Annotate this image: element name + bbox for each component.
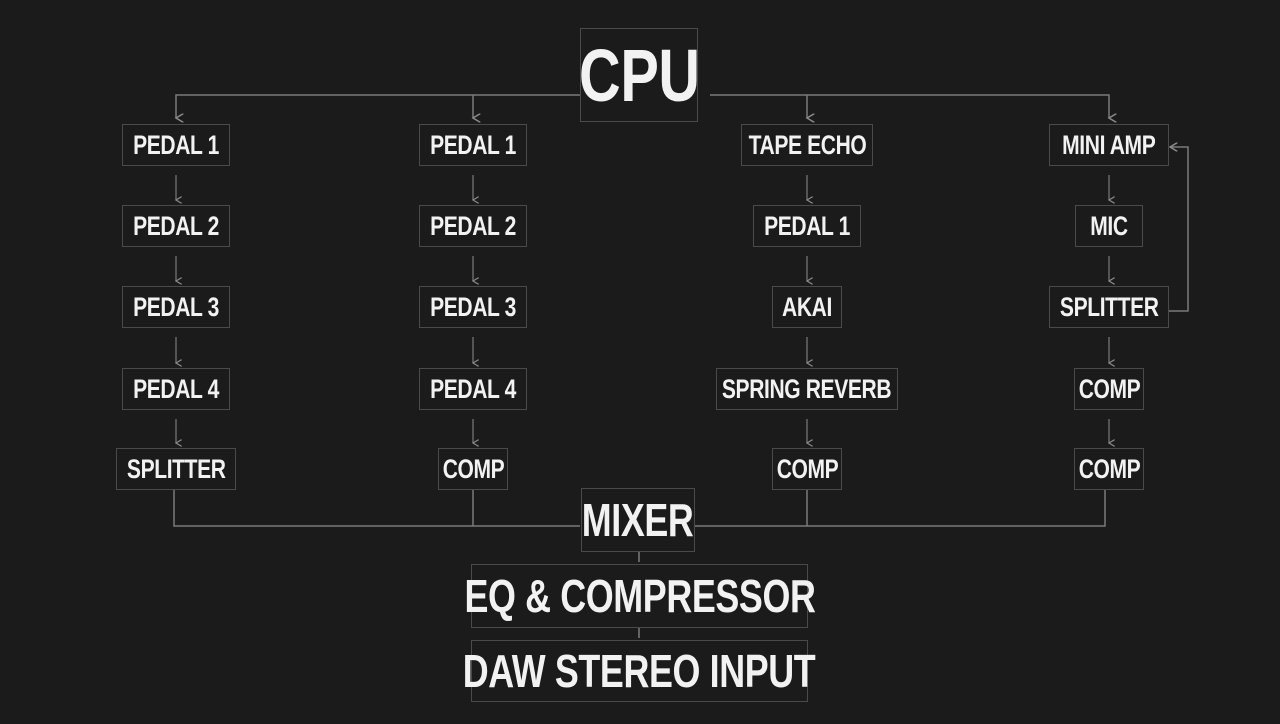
node-col4-row3: SPLITTER	[1049, 286, 1169, 328]
node-col1-row5: SPLITTER	[116, 448, 236, 490]
node-label: PEDAL 3	[133, 291, 219, 322]
node-col3-row1: TAPE ECHO	[740, 124, 874, 166]
node-col1-row1: PEDAL 1	[122, 124, 230, 166]
node-label: PEDAL 4	[430, 373, 516, 404]
node-col1-row2: PEDAL 2	[122, 205, 230, 247]
cpu-label: CPU	[578, 33, 700, 117]
node-label: COMP	[1078, 373, 1140, 404]
node-col3-row3: AKAI	[772, 286, 842, 328]
node-col3-row4: SPRING REVERB	[715, 368, 899, 410]
cpu-node: CPU	[578, 28, 700, 122]
node-label: SPRING REVERB	[722, 373, 892, 404]
node-col3-row5: COMP	[772, 448, 842, 490]
node-label: COMP	[776, 453, 838, 484]
node-label: COMP	[442, 453, 504, 484]
node-label: MIC	[1090, 210, 1128, 241]
node-label: PEDAL 1	[764, 210, 850, 241]
node-col4-row1: MINI AMP	[1049, 124, 1169, 166]
node-col1-row4: PEDAL 4	[122, 368, 230, 410]
eq-compressor-label: EQ & COMPRESSOR	[464, 570, 816, 622]
node-col2-row3: PEDAL 3	[419, 286, 527, 328]
node-col2-row4: PEDAL 4	[419, 368, 527, 410]
node-label: TAPE ECHO	[748, 129, 866, 160]
node-label: SPLITTER	[1059, 291, 1159, 322]
node-col1-row3: PEDAL 3	[122, 286, 230, 328]
mixer-node: MIXER	[581, 488, 695, 552]
node-col4-row5: COMP	[1074, 448, 1144, 490]
node-col2-row1: PEDAL 1	[419, 124, 527, 166]
node-label: PEDAL 1	[133, 129, 219, 160]
node-col2-row5: COMP	[438, 448, 508, 490]
node-label: AKAI	[782, 291, 832, 322]
node-label: MINI AMP	[1062, 129, 1156, 160]
daw-stereo-input-label: DAW STEREO INPUT	[463, 645, 816, 697]
node-label: SPLITTER	[126, 453, 226, 484]
node-label: PEDAL 2	[133, 210, 219, 241]
node-col4-row2: MIC	[1075, 205, 1143, 247]
daw-stereo-input-node: DAW STEREO INPUT	[463, 640, 816, 702]
node-col4-row4: COMP	[1074, 368, 1144, 410]
node-label: PEDAL 3	[430, 291, 516, 322]
node-col3-row2: PEDAL 1	[753, 205, 861, 247]
node-label: PEDAL 4	[133, 373, 219, 404]
mixer-label: MIXER	[582, 494, 694, 546]
eq-compressor-node: EQ & COMPRESSOR	[464, 564, 815, 628]
node-label: COMP	[1078, 453, 1140, 484]
node-col2-row2: PEDAL 2	[419, 205, 527, 247]
node-label: PEDAL 1	[430, 129, 516, 160]
node-label: PEDAL 2	[430, 210, 516, 241]
